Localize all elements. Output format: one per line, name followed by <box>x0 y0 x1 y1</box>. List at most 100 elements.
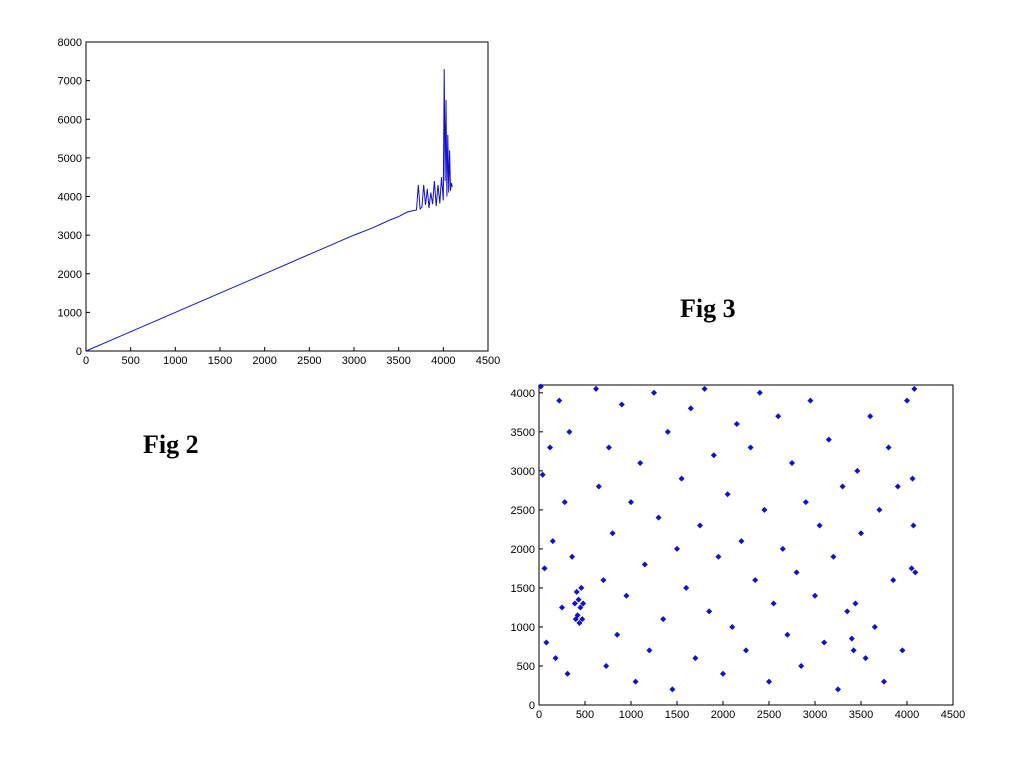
fig2-axes: 0 500 1000 1500 2000 2500 3000 3500 4000 4500 0 100… <box>58 37 501 367</box>
fig3-scatter-point <box>697 522 703 529</box>
fig3-x-tick-label: 4000 <box>895 709 919 721</box>
fig2-x-tick-label: 1000 <box>163 355 187 367</box>
fig3-x-tick-label: 3000 <box>803 709 827 721</box>
fig3-scatter-point <box>724 491 731 498</box>
fig3-scatter-point <box>807 397 814 404</box>
fig3-scatter-point <box>576 620 583 627</box>
fig3-scatter-point <box>852 600 859 607</box>
fig3-scatter-point <box>537 383 544 390</box>
fig2-x-tick-label: 500 <box>121 355 139 367</box>
fig3-scatter-point <box>812 592 818 599</box>
fig3-scatter-point <box>876 506 883 513</box>
fig3-plot-frame <box>538 384 954 706</box>
fig2-x-tick-label: 4500 <box>476 355 500 367</box>
fig3-scatter-point <box>552 655 559 662</box>
fig3-scatter-point <box>850 647 857 654</box>
fig2-x-tick-label: 3500 <box>386 355 410 367</box>
fig3-scatter-point <box>614 631 621 638</box>
fig3-scatter-point <box>793 569 800 576</box>
fig3-scatter-point <box>867 413 874 420</box>
fig3-scatter-point <box>559 604 565 611</box>
fig3-scatter-point <box>571 600 578 607</box>
fig3-x-tick-label: 3500 <box>849 709 873 721</box>
fig3-scatter-point <box>660 616 667 623</box>
fig3-scatter-point <box>683 584 690 591</box>
fig3-scatter-point <box>710 452 717 459</box>
fig3-scatter-point <box>720 670 726 677</box>
fig3-scatter-point <box>802 499 809 506</box>
fig3-scatter-point <box>575 596 582 603</box>
fig2-y-tick-label: 4000 <box>58 192 82 204</box>
fig3-scatter-point <box>854 467 861 474</box>
fig3-scatter-point <box>623 592 630 599</box>
fig2-x-tick-label: 3000 <box>342 355 366 367</box>
fig3-x-tick-label: 500 <box>576 709 594 721</box>
fig3-scatter-point <box>578 584 585 591</box>
fig3-x-tick-label: 0 <box>536 709 542 721</box>
fig3-scatter-point <box>569 553 576 560</box>
fig2-y-tick-label: 1000 <box>58 307 82 319</box>
fig3-scatter-point <box>609 530 616 537</box>
fig3-y-tick-label: 1500 <box>511 583 535 595</box>
fig3-scatter-point <box>595 483 602 490</box>
fig3-scatter-point <box>573 588 580 595</box>
fig3-scatter-point <box>830 553 837 560</box>
fig2-x-tick-label: 4000 <box>431 355 455 367</box>
fig3-y-tick-label: 3000 <box>511 466 535 478</box>
fig3-scatter-point <box>752 577 759 584</box>
fig3-scatter-point <box>566 428 573 435</box>
fig3-y-tick-label: 2500 <box>511 505 535 517</box>
fig2-y-tick-label: 2000 <box>58 269 82 281</box>
fig3-scatter-point <box>632 678 639 685</box>
fig3-y-tick-label: 2000 <box>511 544 535 556</box>
fig3-scatter-point <box>848 635 855 642</box>
fig3-scatter-point <box>539 471 546 478</box>
fig3-scatter-point <box>593 385 600 392</box>
fig2-x-tick-label: 1500 <box>208 355 232 367</box>
fig3-scatter-point <box>715 553 722 560</box>
fig3-scatter-point <box>821 639 828 646</box>
fig3-scatter-point <box>628 499 634 506</box>
fig3-scatter-point <box>885 444 892 451</box>
fig3-scatter-point <box>549 538 556 545</box>
fig3-scatter-point <box>580 600 587 607</box>
fig3-scatter-point <box>908 565 915 572</box>
fig3-scatter-point <box>871 623 878 630</box>
fig3-scatter-point <box>894 483 901 490</box>
fig3-scatter-point <box>637 460 644 467</box>
fig3-scatter-point <box>651 389 657 396</box>
fig3-scatter-point <box>561 499 568 506</box>
fig3-scatter-point <box>747 444 754 451</box>
fig3-scatter-point <box>543 639 550 646</box>
fig3-y-tick-label: 1000 <box>511 622 535 634</box>
fig3-scatter-point <box>835 686 841 693</box>
fig3-scatter-point <box>779 545 786 552</box>
fig3-scatter-point <box>761 506 768 513</box>
fig3-scatter-point <box>577 604 584 611</box>
fig3-scatter-point <box>839 483 846 490</box>
fig3-scatter-point <box>881 678 887 685</box>
fig3-scatter-point <box>909 475 916 482</box>
fig3-y-tick-label: 500 <box>517 661 535 673</box>
fig3-scatter-point <box>641 561 648 568</box>
fig3-scatter-point <box>899 647 906 654</box>
fig3-scatter-point <box>770 600 777 607</box>
fig2-x-tick-label: 2500 <box>297 355 321 367</box>
fig3-scatter-point <box>775 413 782 420</box>
fig3-scatter-point <box>678 475 685 482</box>
fig3-scatter-point <box>890 577 897 584</box>
fig3-scatter-point <box>669 686 676 693</box>
fig3-scatter-point <box>618 401 625 408</box>
fig3-scatter-point <box>701 385 708 392</box>
fig3-scatter-point <box>605 444 612 451</box>
fig3-y-tick-label: 4000 <box>511 388 535 400</box>
fig2-series <box>85 68 453 352</box>
fig3-y-tick-label: 0 <box>529 700 535 712</box>
fig2-x-tick-label: 2000 <box>252 355 276 367</box>
fig3-scatter-point <box>664 428 671 435</box>
fig3-x-tick-label: 1500 <box>665 709 689 721</box>
fig3-scatter-point <box>766 678 772 685</box>
fig3-scatter-point <box>743 647 749 654</box>
fig3-scatter-point <box>687 405 694 412</box>
